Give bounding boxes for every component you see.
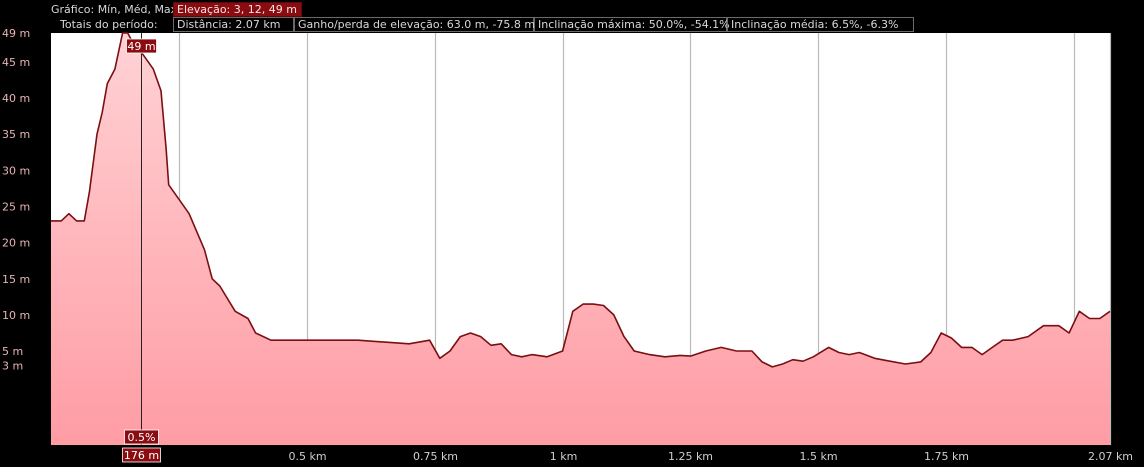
stats-row-2: Totais do período: Distância: 2.07 km Ga…	[0, 17, 1144, 32]
y-tick-label: 30 m	[2, 164, 30, 177]
stats-row-1: Gráfico: Mín, Méd, Max Elevação: 3, 12, …	[0, 2, 1144, 17]
elevation-stat: Elevação: 3, 12, 49 m	[173, 2, 302, 17]
elevation-area	[51, 33, 1110, 445]
x-tick-label: 0.75 km	[413, 450, 458, 463]
chart-mode-label: Gráfico: Mín, Méd, Max	[51, 3, 178, 16]
x-axis-ticks: 0.5 km 0.75 km 1 km 1.25 km 1.5 km 1.75 km 2.0…	[288, 450, 1133, 463]
cursor-distance-label: 176 m	[124, 449, 159, 462]
y-tick-label: 20 m	[2, 237, 30, 250]
y-tick-label: 45 m	[2, 56, 30, 69]
y-tick-label: 25 m	[2, 200, 30, 213]
cursor-elevation-badge: 49 m	[126, 38, 157, 54]
max-slope-stat: Inclinação máxima: 50.0%, -54.1%	[534, 17, 730, 32]
y-tick-label: 15 m	[2, 273, 30, 286]
y-tick-label: 35 m	[2, 128, 30, 141]
elevation-gain-loss-stat: Ganho/perda de elevação: 63.0 m, -75.8 m	[294, 17, 535, 32]
x-tick-label: 1.75 km	[924, 450, 969, 463]
cursor-distance-badge: 176 m	[122, 447, 161, 463]
y-axis-ticks: 3 m5 m 10 m 15 m 20 m 25 m 30 m 35 m 40 m 45 m 49…	[2, 27, 30, 372]
period-totals-label: Totais do período:	[60, 18, 158, 31]
cursor-slope-label: 0.5%	[128, 431, 156, 444]
avg-slope-stat: Inclinação média: 6.5%, -6.3%	[727, 17, 914, 32]
y-tick-label: 3 m	[2, 359, 23, 372]
y-tick-label: 40 m	[2, 92, 30, 105]
y-tick-label: 49 m	[2, 27, 30, 40]
y-tick-label: 10 m	[2, 309, 30, 322]
x-tick-label: 0.5 km	[288, 450, 326, 463]
x-tick-label: 1.5 km	[799, 450, 837, 463]
cursor-slope-badge: 0.5%	[124, 429, 159, 445]
x-tick-label: 1 km	[550, 450, 578, 463]
elevation-line	[51, 32, 1111, 368]
x-tick-label: 1.25 km	[668, 450, 713, 463]
distance-stat: Distância: 2.07 km	[173, 17, 294, 32]
x-tick-label: 2.07 km	[1088, 450, 1133, 463]
cursor-elevation-label: 49 m	[127, 40, 155, 53]
y-tick-label: 5 m	[2, 345, 23, 358]
